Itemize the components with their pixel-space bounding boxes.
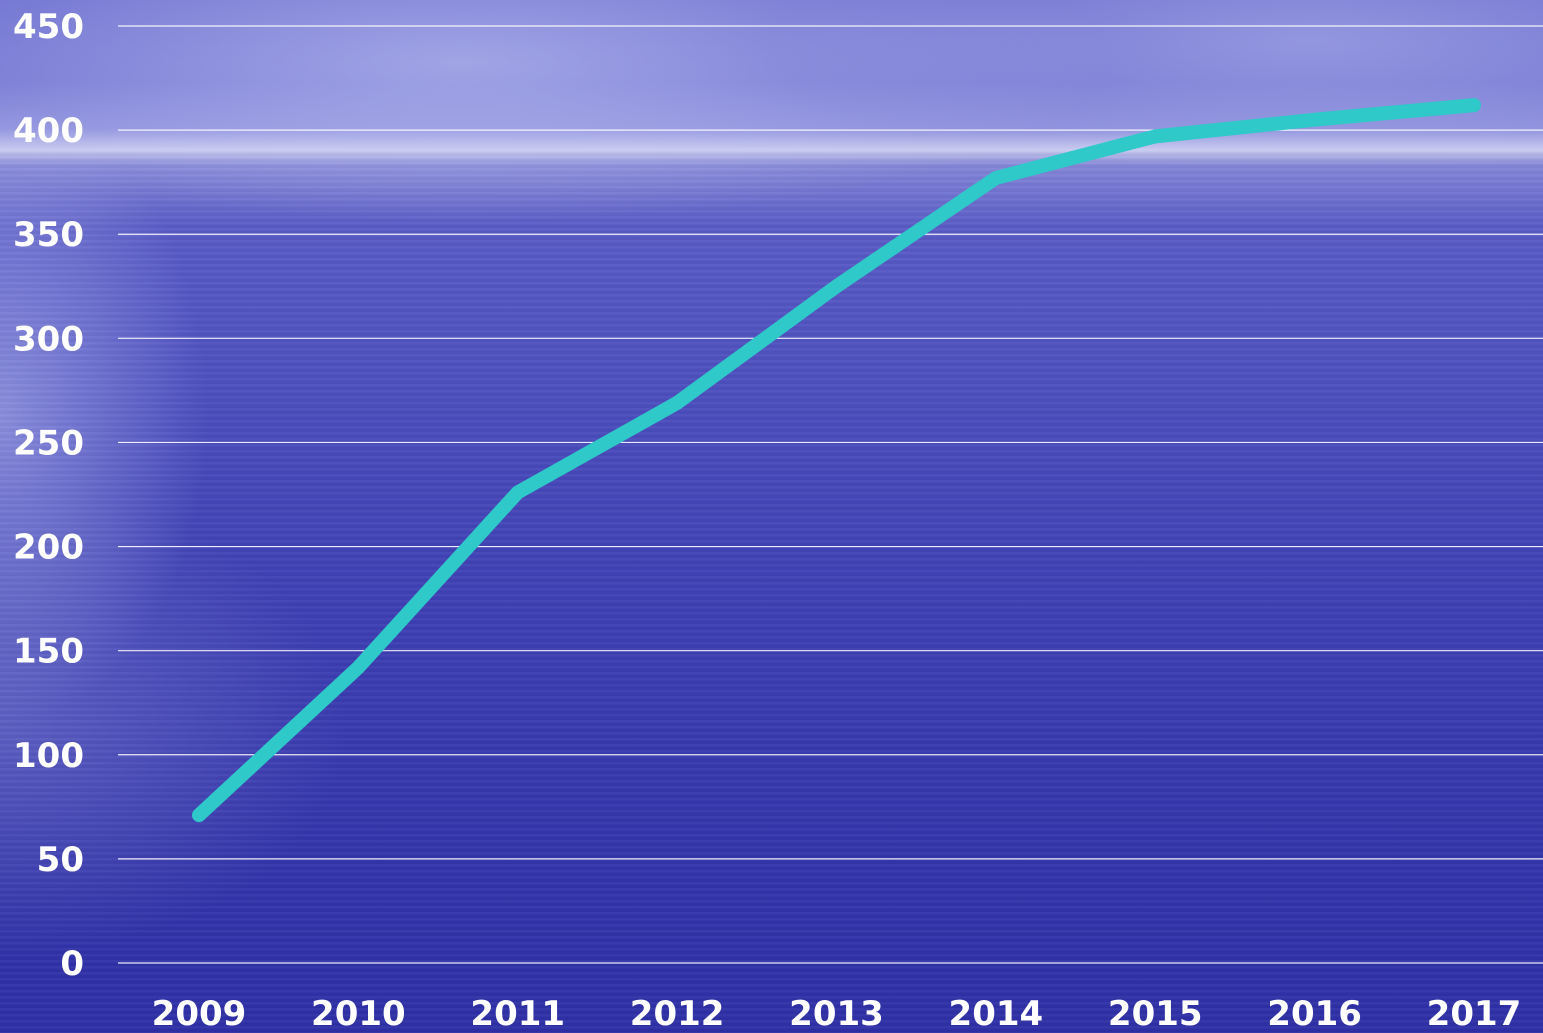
x-tick-label: 2010 [311, 994, 406, 1033]
y-tick-label: 350 [13, 215, 84, 255]
y-tick-label: 100 [13, 736, 84, 776]
x-axis-tick-labels: 2009 2010 2011 2012 2013 2014 2015 2016 2017 [152, 994, 1522, 1033]
series-line-0 [192, 98, 1481, 823]
y-tick-label: 150 [13, 632, 84, 672]
y-tick-label: 50 [37, 840, 84, 880]
x-tick-label: 2014 [949, 994, 1044, 1033]
x-tick-label: 2013 [789, 994, 884, 1033]
y-tick-label: 0 [60, 944, 84, 984]
series-lines [192, 98, 1481, 823]
x-tick-label: 2009 [152, 994, 247, 1033]
y-tick-label: 200 [13, 528, 84, 568]
y-tick-label: 250 [13, 423, 84, 463]
x-tick-label: 2015 [1108, 994, 1203, 1033]
y-axis-tick-labels: 0 50 100 150 200 250 300 350 400 450 [13, 7, 84, 984]
x-tick-label: 2016 [1267, 994, 1362, 1033]
x-tick-label: 2012 [630, 994, 725, 1033]
y-tick-label: 400 [13, 111, 84, 151]
x-tick-label: 2011 [470, 994, 565, 1033]
y-tick-label: 300 [13, 319, 84, 359]
x-tick-label: 2017 [1427, 994, 1522, 1033]
gridlines [118, 25, 1543, 964]
y-tick-label: 450 [13, 7, 84, 47]
